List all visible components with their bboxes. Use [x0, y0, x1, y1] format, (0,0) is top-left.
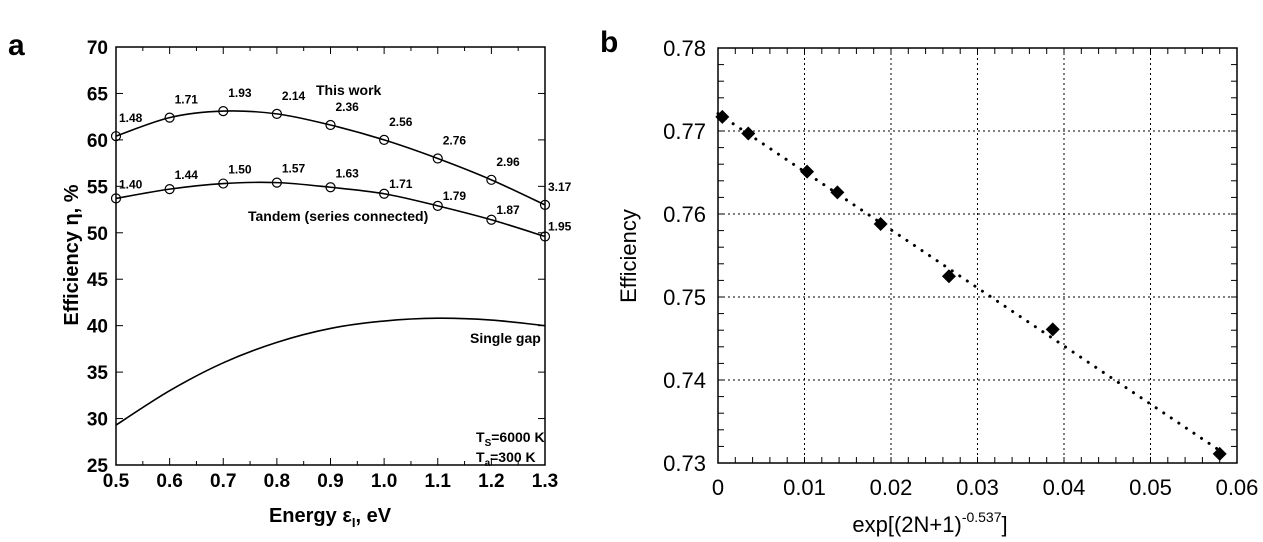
data-point-marker	[715, 109, 730, 124]
data-point-marker	[110, 131, 122, 142]
data-point-marker	[164, 112, 175, 123]
y-tick-label-a: 60	[87, 131, 108, 152]
x-tick-label-a: 0.7	[210, 471, 236, 492]
data-label: 2.96	[496, 155, 520, 169]
plot-frame-b	[717, 47, 1238, 464]
data-label: 1.50	[228, 163, 252, 177]
y-tick-label-b: 0.77	[663, 119, 706, 144]
data-point-marker	[539, 199, 551, 211]
series-label-tandem: Tandem (series connected)	[248, 208, 428, 224]
series-label-this-work: This work	[316, 82, 382, 98]
x-tick-label-b: 0	[712, 475, 724, 500]
data-label: 1.71	[389, 177, 413, 191]
y-axis-label-b: Efficiency	[616, 209, 641, 303]
y-tick-label-a: 45	[87, 270, 109, 291]
x-tick-label-a: 0.9	[317, 471, 343, 492]
x-tick-label-a: 0.8	[264, 471, 290, 492]
data-label: 1.93	[228, 86, 252, 100]
y-tick-label-b: 0.75	[663, 285, 706, 310]
x-tick-label-b: 0.02	[870, 475, 913, 500]
x-axis-label-b: exp[(2N+1)-0.537]	[852, 509, 1007, 537]
y-tick-label-a: 65	[87, 84, 109, 105]
y-tick-label-a: 40	[87, 317, 108, 338]
x-tick-label-a: 1.1	[425, 471, 452, 492]
data-point-marker	[486, 214, 497, 225]
data-point-marker	[1045, 322, 1060, 337]
data-point-marker	[110, 193, 122, 204]
data-point-marker	[432, 200, 443, 211]
panel-a: 0.5 0.6 0.7 0.8 0.9 1.0 1.1 1.2 1.3 25 30 35 40 45 50 5…	[87, 38, 572, 492]
y-tick-label-a: 30	[87, 410, 108, 431]
data-point-marker	[218, 105, 229, 117]
data-point-marker	[800, 164, 815, 179]
y-tick-label-a: 50	[87, 224, 108, 245]
data-point-marker	[486, 174, 497, 185]
y-tick-label-b: 0.78	[663, 36, 706, 61]
x-axis-label-a: Energy εI, eV	[269, 505, 392, 530]
y-tick-label-a: 70	[87, 38, 108, 59]
x-tick-label-b: 0.04	[1043, 475, 1086, 500]
data-point-marker	[873, 216, 888, 231]
data-point-marker	[741, 126, 756, 141]
data-point-marker	[325, 119, 336, 131]
data-label: 2.14	[282, 89, 306, 103]
data-point-marker	[164, 184, 175, 195]
data-point-marker	[271, 177, 282, 188]
data-label: 3.17	[548, 180, 572, 194]
data-label: 1.95	[548, 219, 572, 233]
data-point-marker	[218, 178, 229, 189]
series-label-single-gap: Single gap	[470, 330, 541, 346]
data-label: 1.87	[496, 203, 520, 217]
data-label: 1.44	[175, 168, 199, 182]
y-tick-label-a: 35	[87, 363, 109, 384]
data-point-marker	[539, 231, 551, 242]
series-line-1	[115, 181, 546, 238]
data-label: 1.48	[119, 111, 143, 125]
x-tick-label-a: 1.0	[371, 471, 397, 492]
data-label: 2.36	[336, 100, 360, 114]
data-label: 2.56	[389, 115, 413, 129]
data-point-marker	[941, 269, 956, 284]
x-tick-label-a: 0.5	[103, 471, 130, 492]
x-tick-label-a: 1.2	[478, 471, 504, 492]
x-tick-label-b: 0.03	[956, 475, 999, 500]
data-label: 1.79	[443, 189, 467, 203]
y-tick-label-b: 0.74	[663, 368, 706, 393]
plot-frame-a	[115, 46, 546, 466]
x-tick-label-b: 0.01	[783, 475, 826, 500]
data-label: 1.63	[336, 166, 360, 180]
data-point-marker	[325, 182, 336, 193]
annotation-ts: TS=6000 K	[476, 429, 545, 449]
x-tick-label-b: 0.05	[1129, 475, 1172, 500]
x-tick-label-b: 0.06	[1216, 475, 1259, 500]
data-point-marker	[830, 185, 845, 200]
data-point-marker	[379, 188, 390, 199]
data-label: 1.40	[119, 177, 143, 191]
y-tick-label-b: 0.76	[663, 202, 706, 227]
data-label: 1.57	[282, 162, 306, 176]
x-tick-label-a: 1.3	[532, 471, 558, 492]
data-point-marker	[1212, 446, 1227, 461]
y-tick-label-b: 0.73	[663, 451, 706, 476]
panel-b: 0 0.01 0.02 0.03 0.04 0.05 0.06 0.73 0.74 0.75 0.7…	[663, 36, 1258, 500]
panel-label-b: b	[600, 26, 618, 59]
fit-line	[716, 112, 1222, 453]
data-label: 2.76	[443, 133, 467, 147]
y-tick-label-a: 25	[87, 456, 109, 477]
series-line-2	[115, 317, 546, 426]
panel-label-a: a	[8, 29, 25, 62]
data-point-marker	[379, 134, 390, 145]
y-tick-label-a: 55	[87, 177, 109, 198]
annotation-ta: Ta=300 K	[476, 449, 536, 469]
data-label: 1.71	[175, 93, 199, 107]
data-point-marker	[432, 153, 443, 164]
series-line-0	[115, 110, 546, 206]
x-tick-label-a: 0.6	[156, 471, 182, 492]
y-axis-label-a: Efficiency η, %	[61, 184, 83, 325]
data-point-marker	[271, 108, 282, 119]
